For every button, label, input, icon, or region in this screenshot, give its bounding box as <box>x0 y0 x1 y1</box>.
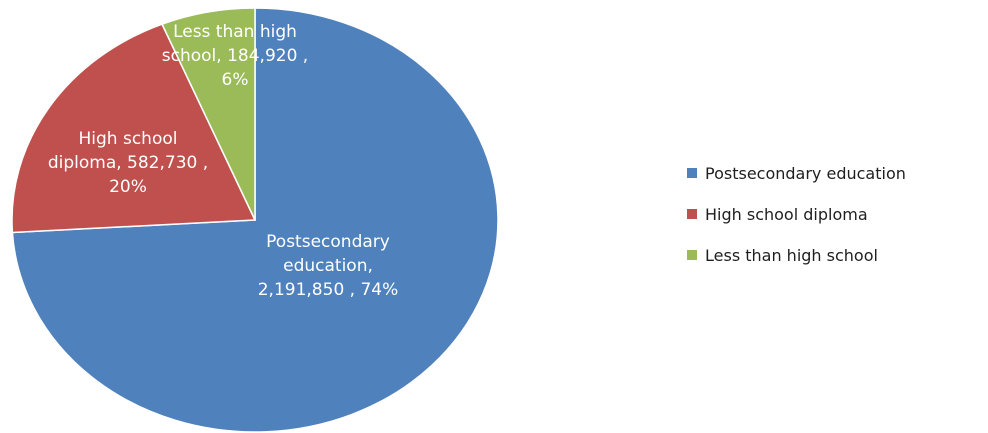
legend-swatch <box>687 168 697 178</box>
legend-item-high-school-diploma: High school diploma <box>687 204 906 224</box>
slice-label-less-than-high-school: Less than high school, 184,920 , 6% <box>162 22 308 90</box>
slice-label-postsecondary-education: Postsecondary education, 2,191,850 , 74% <box>258 232 399 300</box>
legend: Postsecondary education High school diplo… <box>687 163 906 286</box>
pie-slice-high-school-diploma <box>11 23 257 234</box>
pie-slice-less-than-high-school <box>160 7 256 221</box>
legend-label: Less than high school <box>705 245 878 265</box>
legend-item-less-than-high-school: Less than high school <box>687 245 906 265</box>
legend-swatch <box>687 209 697 219</box>
legend-label: High school diploma <box>705 204 868 224</box>
legend-item-postsecondary-education: Postsecondary education <box>687 163 906 183</box>
legend-swatch <box>687 250 697 260</box>
slice-label-high-school-diploma: High school diploma, 582,730 , 20% <box>48 129 208 197</box>
legend-label: Postsecondary education <box>705 163 906 183</box>
